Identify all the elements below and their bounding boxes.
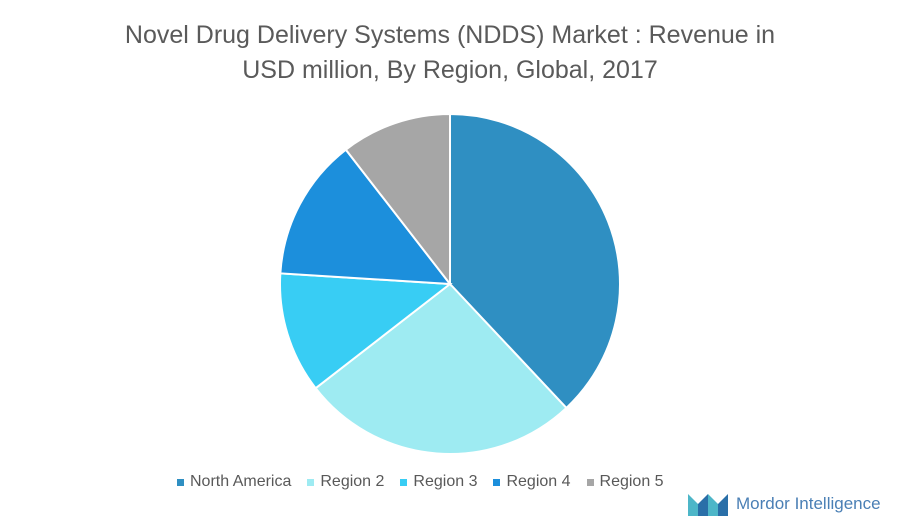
brand-name: Mordor Intelligence [736,494,881,513]
legend-item-region-2: Region 2 [307,473,384,491]
pie-slice-region-5 [344,112,451,287]
chart-title: Novel Drug Delivery Systems (NDDS) Marke… [0,18,900,88]
legend-swatch [177,478,184,486]
pie-slice-north-america [449,112,621,410]
legend-swatch [307,478,315,486]
legend-label: Region 3 [413,473,478,490]
legend-swatch [586,478,594,486]
legend-item-north-america: North America [177,473,291,491]
chart-title-line-2: USD million, By Region, Global, 2017 [242,56,658,84]
legend-item-region-5: Region 5 [586,473,664,491]
legend-swatch [400,478,408,486]
chart-title-line-1: Novel Drug Delivery Systems (NDDS) Marke… [124,21,776,49]
pie-slice-region-3 [279,272,453,390]
brand-logo: Mordor Intelligence [688,492,881,516]
chart-legend: North America Region 2 Region 3 Region 4 Reg… [177,473,664,491]
legend-label: Region 4 [506,473,571,490]
pie-slice-region-4 [279,148,453,286]
mordor-intelligence-logo-icon [688,494,728,516]
legend-item-region-4: Region 4 [493,473,571,491]
legend-item-region-3: Region 3 [400,473,477,491]
pie-slice-region-2 [314,282,568,455]
legend-label: North America [190,473,292,490]
legend-swatch [493,478,501,486]
legend-label: Region 2 [320,473,385,490]
pie-slices [279,112,621,455]
legend-label: Region 5 [599,473,664,490]
